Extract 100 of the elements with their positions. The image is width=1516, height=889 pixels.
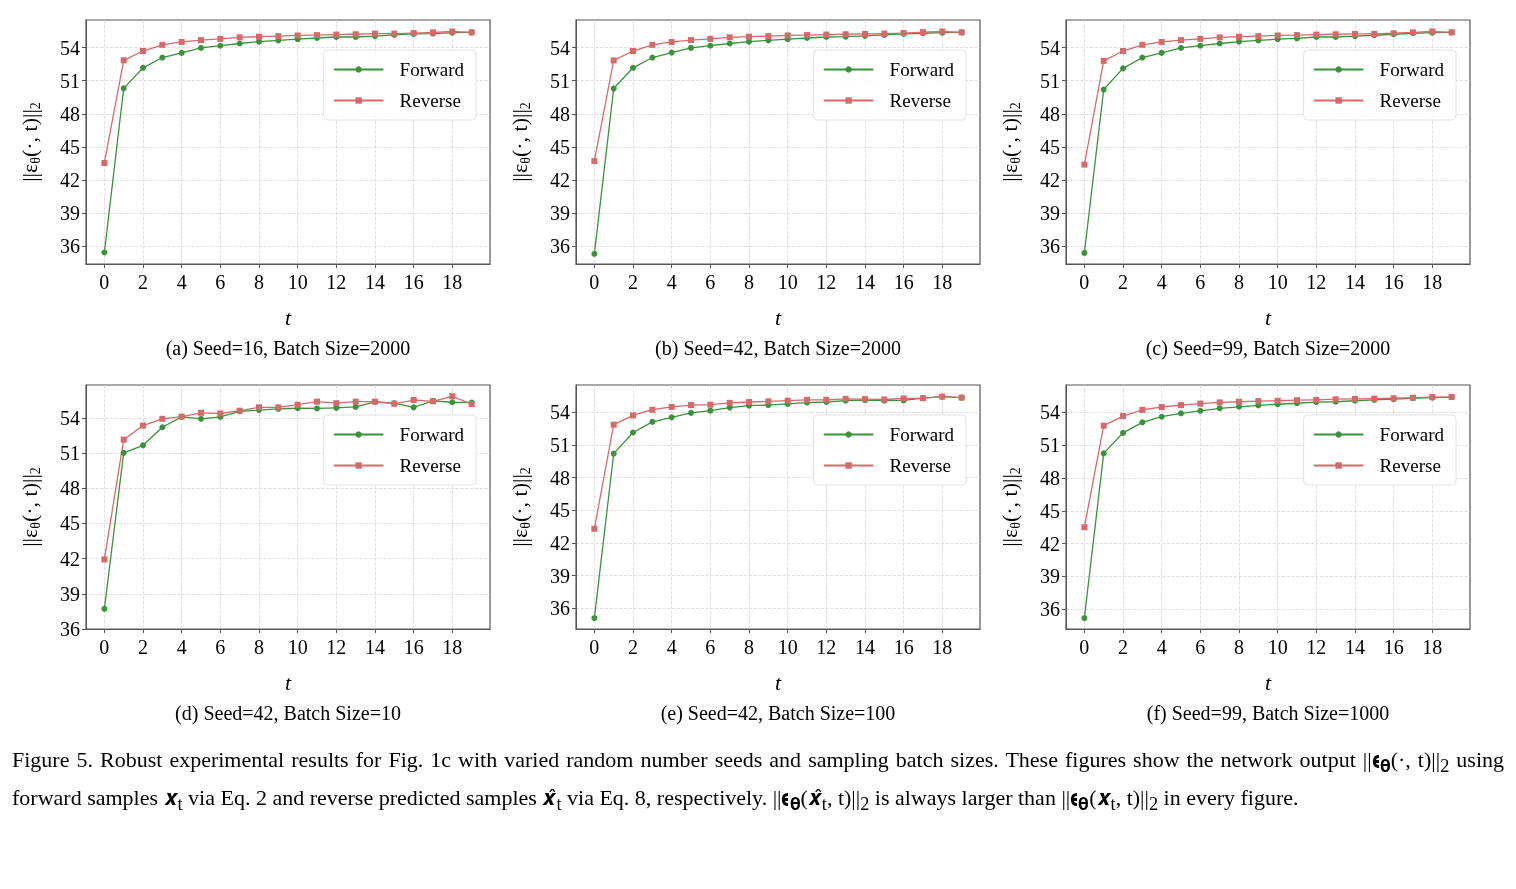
x-tick-label: 8 [254,271,264,293]
x-tick-label: 14 [1344,636,1365,658]
x-tick-label: 18 [932,636,953,658]
legend-label: Forward [399,59,465,80]
legend-label: Forward [889,424,955,445]
y-tick-label: 36 [1040,235,1060,258]
x-tick-label: 10 [287,271,308,293]
x-axis-title: t [1264,669,1272,695]
x-tick-label: 2 [1118,636,1129,658]
x-tick-label: 16 [893,271,914,293]
y-tick-label: 36 [550,235,570,258]
y-axis-title: ||εθ(·, t)||2 [996,467,1023,547]
x-tick-label: 14 [854,636,875,658]
y-tick-label: 48 [1040,467,1060,489]
x-tick-label: 8 [1234,636,1244,658]
x-tick-label: 4 [176,271,187,293]
x-tick-label: 6 [215,636,226,658]
x-axis-title: t [774,304,782,330]
y-tick-label: 39 [550,564,570,587]
x-tick-label: 4 [176,636,187,658]
y-axis-title: ||εθ(·, t)||2 [996,102,1023,182]
x-tick-label: 18 [932,271,953,293]
y-tick-label: 42 [60,547,80,570]
x-tick-label: 12 [1306,636,1327,658]
y-tick-label: 51 [1040,434,1060,457]
x-tick-label: 10 [1267,271,1288,293]
x-tick-label: 2 [138,271,149,293]
x-tick-label: 16 [403,636,424,658]
text: (c) Seed=99, Batch Size=2000 [1144,337,1392,360]
x-tick-label: 18 [1422,636,1443,658]
y-tick-label: 39 [550,202,570,225]
text: Figure 5. Robust experimental results for Fig. 1c with varied random number seeds and sampling batch sizes. These figures show the network output ||𝛜$_{𝛉}$(·, t)||$_{2}$ using forward samples 𝒙$_{t}$ via Eq. 2 and reverse predicted samples 𝒙̂$_{t}$ via Eq. 8, respectively. ||𝛜$_{𝛉}$(𝒙̂$_{t}$, t)||$_{2}$ is always larger than ||𝛜$_{𝛉}$(𝒙$_{t}$, t)||$_{2}$ in every figure. [12,747,1505,815]
x-tick-label: 4 [666,636,677,658]
x-tick-label: 14 [1344,271,1365,293]
text: (e) Seed=42, Batch Size=100 [659,702,897,725]
x-tick-label: 2 [628,271,639,293]
legend-label: Forward [889,59,955,80]
x-tick-label: 12 [326,271,347,293]
x-axis-title: t [1264,304,1272,330]
y-axis-title: ||εθ(·, t)||2 [16,102,43,182]
x-tick-label: 0 [99,636,110,658]
x-tick-label: 6 [215,271,226,293]
y-tick-label: 42 [1040,169,1060,192]
legend-label: Reverse [889,455,951,476]
y-tick-label: 45 [1040,135,1060,158]
x-tick-label: 4 [1156,636,1167,658]
text: (a) Seed=16, Batch Size=2000 [164,337,412,360]
x-tick-label: 6 [1195,271,1206,293]
x-tick-label: 0 [1079,271,1090,293]
legend-label: Reverse [1379,90,1441,111]
x-axis-title: t [774,669,782,695]
y-tick-label: 51 [60,69,80,92]
text: (f) Seed=99, Batch Size=1000 [1145,702,1391,725]
y-tick-label: 39 [1040,565,1060,588]
x-tick-label: 4 [1156,271,1167,293]
x-tick-label: 10 [1267,636,1288,658]
y-tick-label: 48 [550,466,570,489]
y-tick-label: 54 [60,406,80,429]
y-tick-label: 51 [60,442,80,465]
x-tick-label: 10 [777,271,798,293]
x-tick-label: 16 [893,636,914,658]
x-tick-label: 4 [666,271,677,293]
x-tick-label: 0 [99,271,110,293]
legend-label: Reverse [399,90,461,111]
y-tick-label: 45 [60,512,80,535]
text: (d) Seed=42, Batch Size=10 [174,702,402,725]
y-tick-label: 39 [1040,202,1060,225]
legend-label: Forward [1379,424,1445,445]
y-tick-label: 36 [60,235,80,258]
text: (b) Seed=42, Batch Size=2000 [654,337,902,360]
x-tick-label: 16 [1383,271,1404,293]
y-tick-label: 51 [1040,69,1060,92]
y-tick-label: 54 [60,36,80,59]
y-tick-label: 51 [550,433,570,456]
legend-label: Reverse [399,455,461,476]
x-tick-label: 12 [816,636,837,658]
x-tick-label: 16 [403,271,424,293]
x-tick-label: 12 [1306,271,1327,293]
x-tick-label: 6 [705,271,716,293]
y-tick-label: 54 [550,401,570,424]
x-tick-label: 12 [816,271,837,293]
x-tick-label: 12 [326,636,347,658]
x-tick-label: 6 [1195,636,1206,658]
y-tick-label: 54 [1040,401,1060,424]
x-tick-label: 0 [589,636,600,658]
legend-label: Forward [1379,59,1445,80]
y-tick-label: 42 [60,169,80,192]
x-tick-label: 8 [254,636,264,658]
x-axis-title: t [284,304,292,330]
y-tick-label: 39 [60,202,80,225]
x-tick-label: 8 [744,271,754,293]
y-tick-label: 42 [550,531,570,554]
y-tick-label: 42 [550,169,570,192]
y-tick-label: 36 [1040,598,1060,621]
x-tick-label: 14 [364,271,385,293]
x-tick-label: 0 [1079,636,1090,658]
y-axis-title: ||εθ(·, t)||2 [506,467,533,547]
y-axis-title: ||εθ(·, t)||2 [16,467,43,547]
y-tick-label: 45 [60,135,80,158]
y-tick-label: 48 [1040,102,1060,125]
